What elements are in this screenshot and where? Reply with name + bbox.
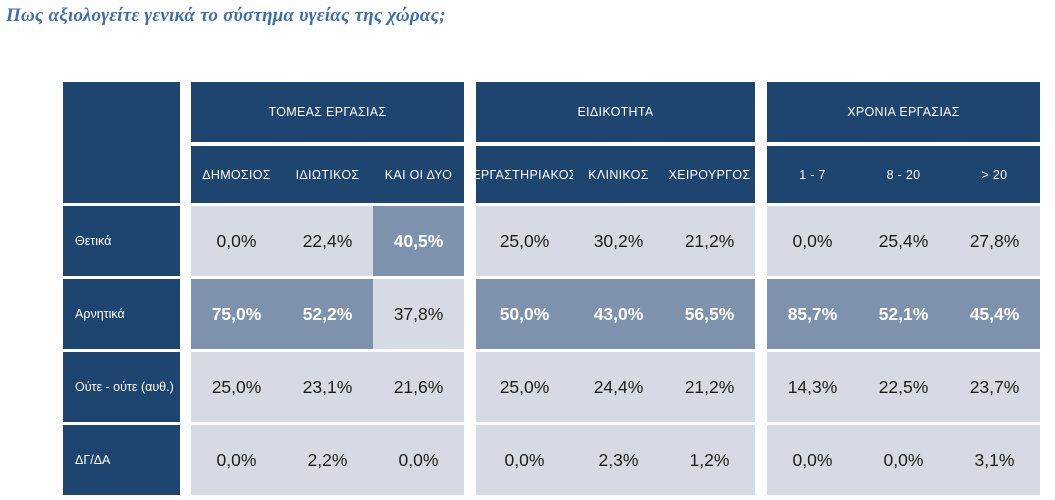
column-header: 8 - 20 (858, 146, 949, 203)
row-label: ΔΓ/ΔΑ (63, 425, 180, 495)
table-cell: 37,8% (373, 279, 464, 349)
group-header: ΤΟΜΕΑΣ ΕΡΓΑΣΙΑΣ (191, 82, 464, 142)
table-cell: 0,0% (767, 425, 858, 495)
table-cell: 25,0% (476, 206, 573, 276)
table-cell: 0,0% (476, 425, 573, 495)
table-cell: 52,2% (282, 279, 373, 349)
column-header: ΚΑΙ ΟΙ ΔΥΟ (373, 146, 464, 203)
group-header: ΕΙΔΙΚΟΤΗΤΑ (476, 82, 755, 142)
column-header: ΙΔΙΩΤΙΚΟΣ (282, 146, 373, 203)
table-cell: 56,5% (664, 279, 755, 349)
table-cell: 24,4% (573, 352, 664, 422)
table-cell: 0,0% (373, 425, 464, 495)
table-cell: 45,4% (949, 279, 1040, 349)
table-cell: 3,1% (949, 425, 1040, 495)
table-cell: 25,4% (858, 206, 949, 276)
column-header: > 20 (949, 146, 1040, 203)
group-header: ΧΡΟΝΙΑ ΕΡΓΑΣΙΑΣ (767, 82, 1040, 142)
table-cell: 21,2% (664, 352, 755, 422)
column-header: 1 - 7 (767, 146, 858, 203)
table-cell: 40,5% (373, 206, 464, 276)
corner-header (63, 82, 180, 203)
column-header: ΕΡΓΑΣΤΗΡΙΑΚΟΣ (476, 146, 573, 203)
table-cell: 22,5% (858, 352, 949, 422)
table-cell: 85,7% (767, 279, 858, 349)
table-cell: 25,0% (191, 352, 282, 422)
table-cell: 25,0% (476, 352, 573, 422)
table-cell: 0,0% (191, 206, 282, 276)
table-cell: 52,1% (858, 279, 949, 349)
table-cell: 22,4% (282, 206, 373, 276)
column-header: ΚΛΙΝΙΚΟΣ (573, 146, 664, 203)
table-cell: 30,2% (573, 206, 664, 276)
table-cell: 21,6% (373, 352, 464, 422)
table-cell: 50,0% (476, 279, 573, 349)
table-cell: 27,8% (949, 206, 1040, 276)
table-cell: 0,0% (858, 425, 949, 495)
table-cell: 2,3% (573, 425, 664, 495)
table-cell: 75,0% (191, 279, 282, 349)
table-cell: 2,2% (282, 425, 373, 495)
table-cell: 21,2% (664, 206, 755, 276)
row-label: Ούτε - ούτε (αυθ.) (63, 352, 180, 422)
table-cell: 0,0% (191, 425, 282, 495)
page-title: Πως αξιολογείτε γενικά το σύστημα υγείας… (6, 5, 446, 26)
column-header: ΔΗΜΟΣΙΟΣ (191, 146, 282, 203)
table-cell: 23,1% (282, 352, 373, 422)
row-label: Αρνητικά (63, 279, 180, 349)
table-cell: 1,2% (664, 425, 755, 495)
table-cell: 0,0% (767, 206, 858, 276)
table-cell: 14,3% (767, 352, 858, 422)
row-label: Θετικά (63, 206, 180, 276)
crosstab-table: ΤΟΜΕΑΣ ΕΡΓΑΣΙΑΣ ΔΗΜΟΣΙΟΣ ΙΔΙΩΤΙΚΟΣ ΚΑΙ ΟΙ Δ… (63, 82, 1055, 495)
column-header: ΧΕΙΡΟΥΡΓΟΣ (664, 146, 755, 203)
table-cell: 43,0% (573, 279, 664, 349)
table-cell: 23,7% (949, 352, 1040, 422)
